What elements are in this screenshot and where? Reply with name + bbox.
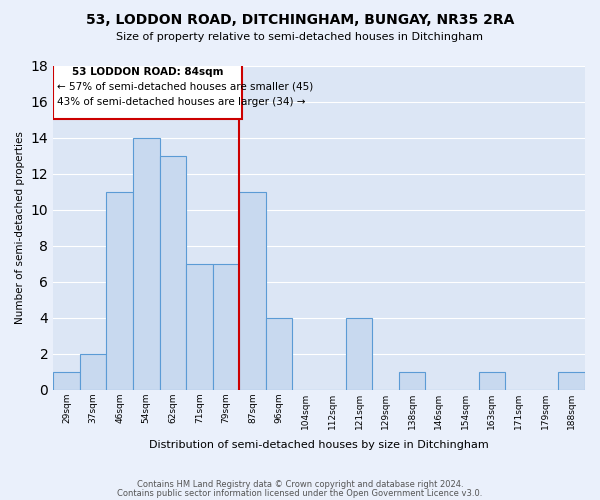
Y-axis label: Number of semi-detached properties: Number of semi-detached properties — [15, 131, 25, 324]
X-axis label: Distribution of semi-detached houses by size in Ditchingham: Distribution of semi-detached houses by … — [149, 440, 489, 450]
Bar — [186, 264, 213, 390]
Bar — [479, 372, 505, 390]
Text: ← 57% of semi-detached houses are smaller (45): ← 57% of semi-detached houses are smalle… — [57, 82, 313, 92]
Bar — [239, 192, 266, 390]
Bar — [213, 264, 239, 390]
Bar — [53, 372, 80, 390]
Text: Contains HM Land Registry data © Crown copyright and database right 2024.: Contains HM Land Registry data © Crown c… — [137, 480, 463, 489]
Bar — [80, 354, 106, 390]
Bar — [133, 138, 160, 390]
Text: 53 LODDON ROAD: 84sqm: 53 LODDON ROAD: 84sqm — [72, 68, 223, 78]
Text: 43% of semi-detached houses are larger (34) →: 43% of semi-detached houses are larger (… — [57, 97, 305, 107]
Bar — [106, 192, 133, 390]
Bar — [399, 372, 425, 390]
Text: Contains public sector information licensed under the Open Government Licence v3: Contains public sector information licen… — [118, 488, 482, 498]
Bar — [160, 156, 186, 390]
Text: 53, LODDON ROAD, DITCHINGHAM, BUNGAY, NR35 2RA: 53, LODDON ROAD, DITCHINGHAM, BUNGAY, NR… — [86, 12, 514, 26]
Bar — [559, 372, 585, 390]
Bar — [266, 318, 292, 390]
Bar — [346, 318, 372, 390]
Text: Size of property relative to semi-detached houses in Ditchingham: Size of property relative to semi-detach… — [116, 32, 484, 42]
FancyBboxPatch shape — [53, 63, 242, 118]
